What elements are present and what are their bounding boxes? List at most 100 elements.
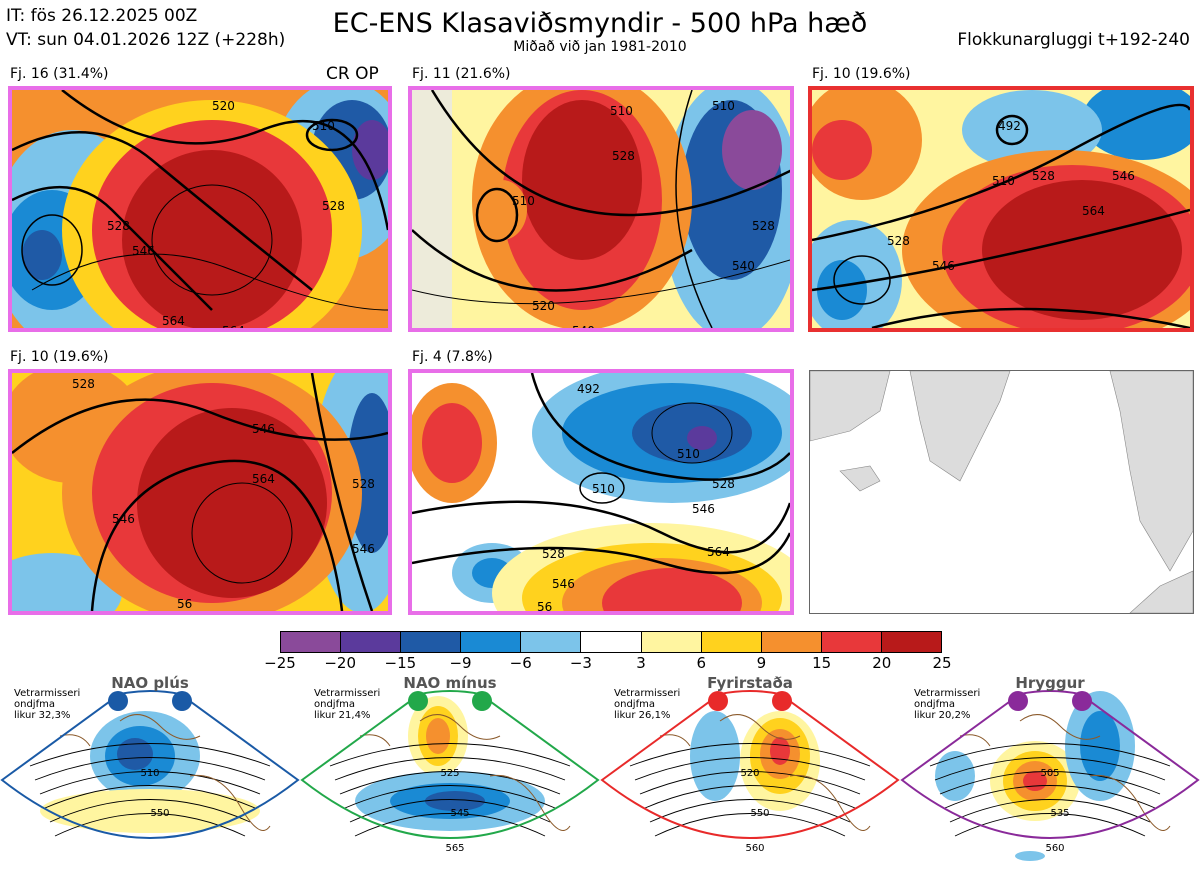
colorbar-tick-label: −9	[449, 654, 472, 672]
colorbar-tick-label: −3	[569, 654, 592, 672]
colorbar-segment	[881, 632, 942, 652]
contour-label: 540	[732, 259, 755, 273]
contour-label: 564	[252, 472, 275, 486]
classification-window: Flokkunargluggi t+192-240	[957, 30, 1190, 50]
contour-label: 540	[572, 324, 595, 328]
regime-note: Vetrarmisseri ondjfma likur 21,4%	[314, 688, 380, 721]
contour-label: 546	[352, 542, 375, 556]
contour-label: 510	[992, 174, 1015, 188]
regime-contour-label: 535	[1050, 808, 1069, 819]
page-subtitle: Miðað við jan 1981-2010	[513, 39, 687, 55]
panel-1-label: Fj. 16 (31.4%)	[10, 66, 109, 82]
contour-label: 528	[887, 234, 910, 248]
contour-label: 492	[577, 382, 600, 396]
regime-map: 505 535 560 Hryggur Vetrarmisseri ondjfma liku…	[900, 674, 1200, 871]
regime-note-line: likur 32,3%	[14, 710, 71, 721]
contour-label: 546	[1112, 169, 1135, 183]
regime-contour-label: 550	[150, 808, 169, 819]
regime-marker-dot	[108, 691, 128, 711]
colorbar-segment	[641, 632, 702, 652]
regime-contour-label: 510	[140, 768, 159, 779]
colorbar-tick-label: 6	[696, 654, 707, 672]
page-title: EC-ENS Klasaviðsmyndir - 500 hPa hæð	[332, 8, 868, 39]
cluster-map-4: 528 546 564 528 546 546 56	[8, 369, 392, 615]
regime-note-line: ondjfma	[314, 699, 355, 710]
regime-title: NAO mínus	[403, 674, 497, 692]
regime-note-line: likur 20,2%	[914, 710, 971, 721]
contour-label: 564	[222, 324, 245, 328]
regime-marker-dot	[172, 691, 192, 711]
colorbar-segment	[281, 632, 342, 652]
regime-marker-dot	[708, 691, 728, 711]
contour-label: 528	[107, 219, 130, 233]
regime-note: Vetrarmisseri ondjfma likur 20,2%	[914, 688, 980, 721]
colorbar-tick-label: 25	[932, 654, 952, 672]
init-time: IT: fös 26.12.2025 00Z	[6, 6, 198, 26]
contour-label: 528	[542, 547, 565, 561]
contour-label: 564	[162, 314, 185, 328]
anomaly-colorbar	[280, 631, 942, 653]
colorbar-tick-label: −15	[384, 654, 417, 672]
contour-label: 546	[552, 577, 575, 591]
regime-contour-label: 520	[740, 768, 759, 779]
regime-note-line: Vetrarmisseri	[14, 688, 81, 699]
colorbar-segment	[761, 632, 822, 652]
contour-label: 520	[532, 299, 555, 313]
contour-label: 528	[352, 477, 375, 491]
regime-title: Fyrirstaða	[707, 674, 793, 692]
regime-marker-dot	[1072, 691, 1092, 711]
contour-label: 492	[998, 119, 1021, 133]
contour-label: 546	[132, 244, 155, 258]
panel-2-label: Fj. 11 (21.6%)	[412, 66, 511, 82]
regime-contour-label: 565	[445, 843, 464, 854]
contour-label: 564	[1082, 204, 1105, 218]
regime-note-line: ondjfma	[614, 699, 655, 710]
regime-map: 520 550 560 Fyrirstaða Vetrarmisseri ondjfma l…	[600, 674, 900, 871]
contour-label: 510	[677, 447, 700, 461]
regime-note-line: Vetrarmisseri	[614, 688, 681, 699]
contour-label: 564	[707, 545, 730, 559]
regime-contour-label: 560	[745, 843, 764, 854]
contour-label: 528	[1032, 169, 1055, 183]
colorbar-tick-label: −6	[509, 654, 532, 672]
contour-label: 528	[712, 477, 735, 491]
contour-label: 546	[932, 259, 955, 273]
colorbar-tick-label: 3	[636, 654, 646, 672]
regime-contour-label: 545	[450, 808, 469, 819]
regime-note-line: ondjfma	[914, 699, 955, 710]
cluster-map-3: 492 510 528 546 546 564 528	[808, 86, 1194, 332]
colorbar-segment	[701, 632, 762, 652]
contour-label: 546	[112, 512, 135, 526]
cluster-map-2: 510 528 510 520 528 540 540 510	[408, 86, 794, 332]
panel-5-label: Fj. 4 (7.8%)	[412, 349, 493, 365]
cluster-map-5: 492 510 528 510 546 564 528 546 56	[408, 369, 794, 615]
contour-label: 56	[537, 600, 552, 611]
colorbar-tick-label: 20	[872, 654, 892, 672]
colorbar-ticks: −25 −20 −15 −9 −6 −3 3 6 9 15 20 25	[260, 654, 964, 674]
regime-note-line: Vetrarmisseri	[314, 688, 381, 699]
contour-label: 510	[312, 119, 335, 133]
colorbar-tick-label: −25	[264, 654, 296, 672]
colorbar-tick-label: 15	[812, 654, 832, 672]
panel-1-op-label: CR OP	[326, 64, 379, 84]
regime-contour-label: 560	[1045, 843, 1064, 854]
colorbar-segment	[521, 632, 582, 652]
contour-label: 520	[212, 99, 235, 113]
contour-label: 528	[752, 219, 775, 233]
contour-label: 528	[322, 199, 345, 213]
colorbar-tick-label: 9	[756, 654, 767, 672]
colorbar-segment	[821, 632, 882, 652]
regime-marker-dot	[472, 691, 492, 711]
contour-label: 528	[612, 149, 635, 163]
regime-marker-dot	[1008, 691, 1028, 711]
colorbar-segment	[461, 632, 522, 652]
regime-note-line: ondjfma	[14, 699, 55, 710]
header-info: IT: fös 26.12.2025 00Z VT: sun 04.01.202…	[6, 4, 285, 52]
colorbar-segment	[341, 632, 402, 652]
contour-label: 56	[177, 597, 192, 611]
regime-note: Vetrarmisseri ondjfma likur 26,1%	[614, 688, 680, 721]
cluster-map-1: 510 520 528 546 564 564 528	[8, 86, 392, 332]
regime-note-line: Vetrarmisseri	[914, 688, 981, 699]
contour-label: 528	[72, 377, 95, 391]
colorbar-tick-label: −20	[324, 654, 356, 672]
